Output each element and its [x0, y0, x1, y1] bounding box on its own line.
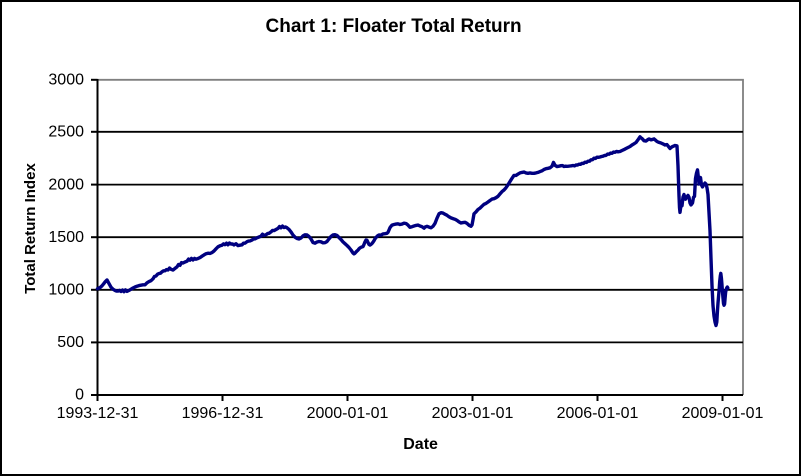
- svg-text:Total Return Index: Total Return Index: [22, 163, 39, 294]
- svg-text:1500: 1500: [48, 229, 84, 246]
- svg-text:1000: 1000: [48, 282, 84, 299]
- svg-text:2003-01-01: 2003-01-01: [432, 405, 514, 422]
- svg-text:2006-01-01: 2006-01-01: [557, 405, 639, 422]
- svg-text:0: 0: [75, 387, 84, 404]
- svg-text:2000: 2000: [48, 176, 84, 193]
- svg-text:500: 500: [57, 334, 84, 351]
- svg-text:2500: 2500: [48, 124, 84, 141]
- svg-text:Chart 1: Floater Total Return: Chart 1: Floater Total Return: [266, 16, 522, 37]
- svg-text:3000: 3000: [48, 72, 84, 89]
- svg-text:Date: Date: [403, 436, 438, 453]
- svg-text:2000-01-01: 2000-01-01: [307, 405, 389, 422]
- svg-text:1993-12-31: 1993-12-31: [57, 405, 139, 422]
- svg-text:1996-12-31: 1996-12-31: [182, 405, 264, 422]
- svg-text:2009-01-01: 2009-01-01: [682, 405, 764, 422]
